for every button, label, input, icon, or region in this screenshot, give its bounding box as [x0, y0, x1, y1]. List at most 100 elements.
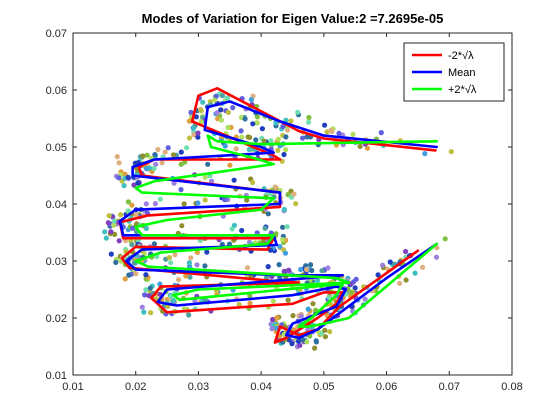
sample-point: [290, 313, 296, 319]
sample-point: [283, 117, 289, 123]
sample-point: [183, 273, 189, 279]
sample-point: [188, 255, 194, 261]
sample-point: [312, 345, 318, 351]
sample-point: [270, 316, 276, 323]
scatter-layer: [102, 91, 454, 351]
sample-point: [325, 265, 331, 271]
sample-point: [129, 242, 135, 248]
sample-point: [166, 255, 172, 261]
sample-point: [293, 201, 299, 207]
series-line-2: [134, 134, 438, 328]
sample-point: [283, 147, 289, 153]
sample-point: [157, 196, 163, 202]
sample-point: [140, 153, 146, 159]
x-tick-label: 0.01: [62, 381, 83, 393]
sample-point: [143, 287, 149, 293]
sample-point: [227, 162, 233, 168]
sample-point: [143, 201, 149, 207]
legend-label-2: +2*√λ: [448, 84, 477, 96]
sample-point: [155, 146, 161, 153]
sample-point: [126, 272, 132, 278]
sample-point: [286, 337, 292, 343]
x-tick-label: 0.02: [125, 381, 146, 393]
sample-point: [387, 259, 393, 265]
sample-point: [231, 177, 237, 183]
x-tick-label: 0.07: [439, 381, 460, 393]
sample-point: [188, 109, 194, 115]
sample-point: [284, 224, 290, 230]
sample-point: [433, 254, 440, 260]
sample-point: [209, 178, 215, 184]
sample-point: [202, 297, 208, 303]
sample-point: [186, 118, 192, 124]
sample-point: [191, 132, 197, 138]
sample-point: [143, 225, 149, 231]
sample-point: [194, 249, 200, 255]
sample-point: [202, 174, 208, 180]
sample-point: [264, 274, 270, 280]
sample-point: [309, 267, 315, 274]
sample-point: [352, 285, 358, 291]
sample-point: [295, 338, 301, 344]
sample-point: [170, 152, 177, 158]
sample-point: [151, 165, 157, 171]
sample-point: [254, 120, 260, 126]
series-line-0: [118, 87, 437, 344]
sample-point: [239, 227, 245, 234]
sample-point: [248, 97, 254, 103]
sample-point: [412, 270, 418, 276]
sample-point: [298, 266, 304, 273]
sample-point: [289, 341, 295, 347]
sample-point: [247, 300, 253, 306]
sample-point: [135, 180, 141, 186]
sample-point: [121, 183, 127, 189]
sample-point: [280, 224, 286, 230]
sample-point: [125, 174, 131, 180]
sample-point: [304, 339, 310, 345]
x-tick-label: 0.04: [250, 381, 271, 393]
sample-point: [254, 114, 260, 120]
sample-point: [403, 248, 409, 255]
sample-point: [265, 264, 271, 270]
sample-point: [143, 272, 149, 278]
sample-point: [269, 326, 275, 332]
chart-title: Modes of Variation for Eigen Value:2 =7.…: [142, 11, 444, 26]
sample-point: [305, 306, 311, 312]
sample-point: [168, 260, 174, 266]
sample-point: [238, 128, 244, 134]
sample-point: [357, 143, 363, 149]
sample-point: [319, 268, 325, 274]
sample-point: [176, 277, 182, 283]
sample-point: [179, 223, 185, 229]
sample-point: [113, 259, 119, 265]
sample-point: [222, 143, 228, 149]
sample-point: [281, 151, 287, 158]
ticks-layer: 0.01 0.02 0.03 0.04 0.05 0.06 0.07 0.08 0.01 0.02…: [46, 28, 523, 393]
sample-point: [131, 182, 137, 188]
sample-point: [171, 180, 177, 186]
sample-point: [244, 197, 250, 203]
sample-point: [322, 327, 328, 333]
sample-point: [159, 160, 165, 166]
sample-point: [313, 339, 319, 345]
x-tick-label: 0.03: [188, 381, 209, 393]
y-tick-label: 0.01: [46, 370, 67, 382]
sample-point: [306, 114, 312, 121]
y-tick-label: 0.07: [46, 28, 67, 40]
sample-point: [116, 160, 122, 166]
sample-point: [277, 243, 283, 250]
sample-point: [275, 147, 281, 153]
sample-point: [195, 134, 201, 140]
sample-point: [268, 138, 274, 144]
sample-point: [280, 237, 286, 243]
sample-point: [170, 298, 177, 304]
sample-point: [336, 130, 342, 136]
sample-point: [261, 138, 267, 144]
sample-point: [148, 310, 154, 316]
sample-point: [112, 231, 118, 237]
sample-point: [291, 191, 297, 197]
sample-point: [219, 93, 225, 99]
sample-point: [116, 238, 122, 244]
sample-point: [286, 267, 292, 273]
sample-point: [139, 304, 145, 310]
